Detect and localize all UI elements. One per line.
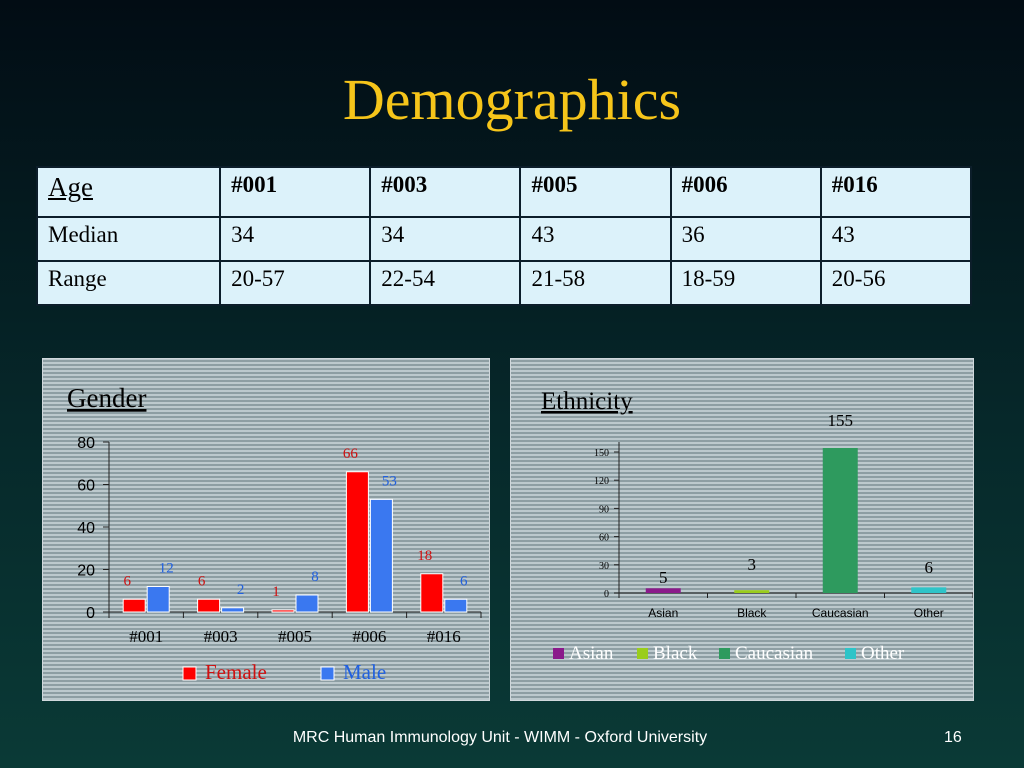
x-tick-label: Caucasian xyxy=(812,606,869,620)
table-cell: 34 xyxy=(369,216,522,263)
legend-swatch-other xyxy=(845,648,856,659)
x-tick-label: Other xyxy=(914,606,944,620)
bar-male xyxy=(295,594,319,613)
data-label-female: 66 xyxy=(343,446,359,462)
y-tick-label: 20 xyxy=(77,563,95,580)
table-row: Range 20-57 22-54 21-58 18-59 20-56 xyxy=(35,260,973,306)
table-row-label: Range xyxy=(35,260,222,306)
y-tick-label: 90 xyxy=(599,504,609,515)
y-tick-label: 0 xyxy=(604,589,609,600)
bar-other xyxy=(911,587,947,593)
x-tick-label: Black xyxy=(737,606,767,620)
table-row-label: Median xyxy=(35,216,222,263)
legend-swatch-female xyxy=(182,666,197,681)
table-cell: 36 xyxy=(669,216,822,263)
bar-male xyxy=(146,586,170,613)
x-tick-label: #005 xyxy=(278,627,312,646)
y-tick-label: 60 xyxy=(77,478,95,495)
table-row: Median 34 34 43 36 43 xyxy=(35,216,973,263)
y-tick-label: 40 xyxy=(77,520,95,537)
table-header-cell: #006 xyxy=(669,165,822,219)
page-number: 16 xyxy=(944,729,962,746)
data-label: 3 xyxy=(748,555,757,574)
table-cell: 18-59 xyxy=(669,260,822,306)
bar-female xyxy=(271,609,295,613)
table-cell: 43 xyxy=(819,216,973,263)
legend-label-other: Other xyxy=(861,643,905,664)
y-tick-label: 120 xyxy=(594,476,609,487)
bar-female xyxy=(122,598,146,613)
y-tick-label: 60 xyxy=(599,533,609,544)
table-cell: 34 xyxy=(219,216,372,263)
bar-male xyxy=(221,607,245,613)
legend-swatch-male xyxy=(320,666,335,681)
gender-chart-panel: Gender 0 20 40 60 80 #001 6 12 #003 6 2 #005 1 8 #006 66… xyxy=(42,358,490,701)
data-label-female: 18 xyxy=(417,548,432,564)
data-label-male: 8 xyxy=(311,569,319,585)
bar-female xyxy=(420,573,444,613)
table-cell: 22-54 xyxy=(369,260,522,306)
legend-label-female: Female xyxy=(205,660,267,684)
table-header-cell: #005 xyxy=(519,165,672,219)
legend-label-black: Black xyxy=(653,643,698,664)
table-corner-label: Age xyxy=(35,165,222,219)
x-tick-label: #001 xyxy=(129,627,163,646)
data-label-female: 6 xyxy=(123,573,131,589)
legend-label-male: Male xyxy=(343,660,386,684)
bar-black xyxy=(734,590,770,593)
footer-text: MRC Human Immunology Unit - WIMM - Oxfor… xyxy=(292,729,708,746)
legend-swatch-asian xyxy=(553,648,564,659)
data-label-male: 12 xyxy=(159,561,174,577)
data-label: 155 xyxy=(828,411,854,430)
ethnicity-chart-panel: Ethnicity 0 30 60 90 120 150 Asian 5 Black 3 Caucas… xyxy=(510,358,974,701)
bar-female xyxy=(197,598,221,613)
bar-female xyxy=(345,471,369,613)
x-tick-label: #006 xyxy=(352,627,386,646)
y-tick-label: 80 xyxy=(77,435,95,452)
y-tick-label: 0 xyxy=(86,605,95,622)
gender-chart: Gender020406080#001612#00362#00518#00666… xyxy=(67,383,482,684)
x-tick-label: #016 xyxy=(427,627,461,646)
data-label: 5 xyxy=(659,568,668,587)
data-label-female: 1 xyxy=(272,584,280,600)
table-header-row: Age #001 #003 #005 #006 #016 xyxy=(35,165,973,219)
y-tick-label: 150 xyxy=(594,448,609,459)
table-cell: 20-57 xyxy=(219,260,372,306)
data-label-male: 6 xyxy=(460,573,468,589)
x-tick-label: Asian xyxy=(648,606,678,620)
y-tick-label: 30 xyxy=(599,561,609,572)
bar-asian xyxy=(645,588,681,593)
table-cell: 20-56 xyxy=(819,260,973,306)
table-header-cell: #003 xyxy=(369,165,522,219)
bar-caucasian xyxy=(822,448,858,593)
bar-male xyxy=(369,498,393,613)
data-label-female: 6 xyxy=(198,573,206,589)
data-label-male: 2 xyxy=(237,582,245,598)
table-cell: 43 xyxy=(519,216,672,263)
chart-title: Ethnicity xyxy=(541,388,633,415)
legend-swatch-black xyxy=(637,648,648,659)
table-header-cell: #016 xyxy=(819,165,973,219)
legend-label-caucasian: Caucasian xyxy=(735,643,814,664)
ethnicity-chart: Ethnicity 0 30 60 90 120 150 Asian 5 Black 3 Caucas… xyxy=(541,388,973,664)
legend-swatch-caucasian xyxy=(719,648,730,659)
slide-title: Demographics xyxy=(342,67,682,132)
x-tick-label: #003 xyxy=(204,627,238,646)
chart-title: Gender xyxy=(67,383,146,413)
bar-male xyxy=(444,598,468,613)
age-table: Age #001 #003 #005 #006 #016 Median 34 3… xyxy=(35,165,973,306)
legend-label-asian: Asian xyxy=(569,643,614,664)
data-label: 6 xyxy=(925,558,934,577)
data-label-male: 53 xyxy=(382,473,397,489)
table-cell: 21-58 xyxy=(519,260,672,306)
table-header-cell: #001 xyxy=(219,165,372,219)
